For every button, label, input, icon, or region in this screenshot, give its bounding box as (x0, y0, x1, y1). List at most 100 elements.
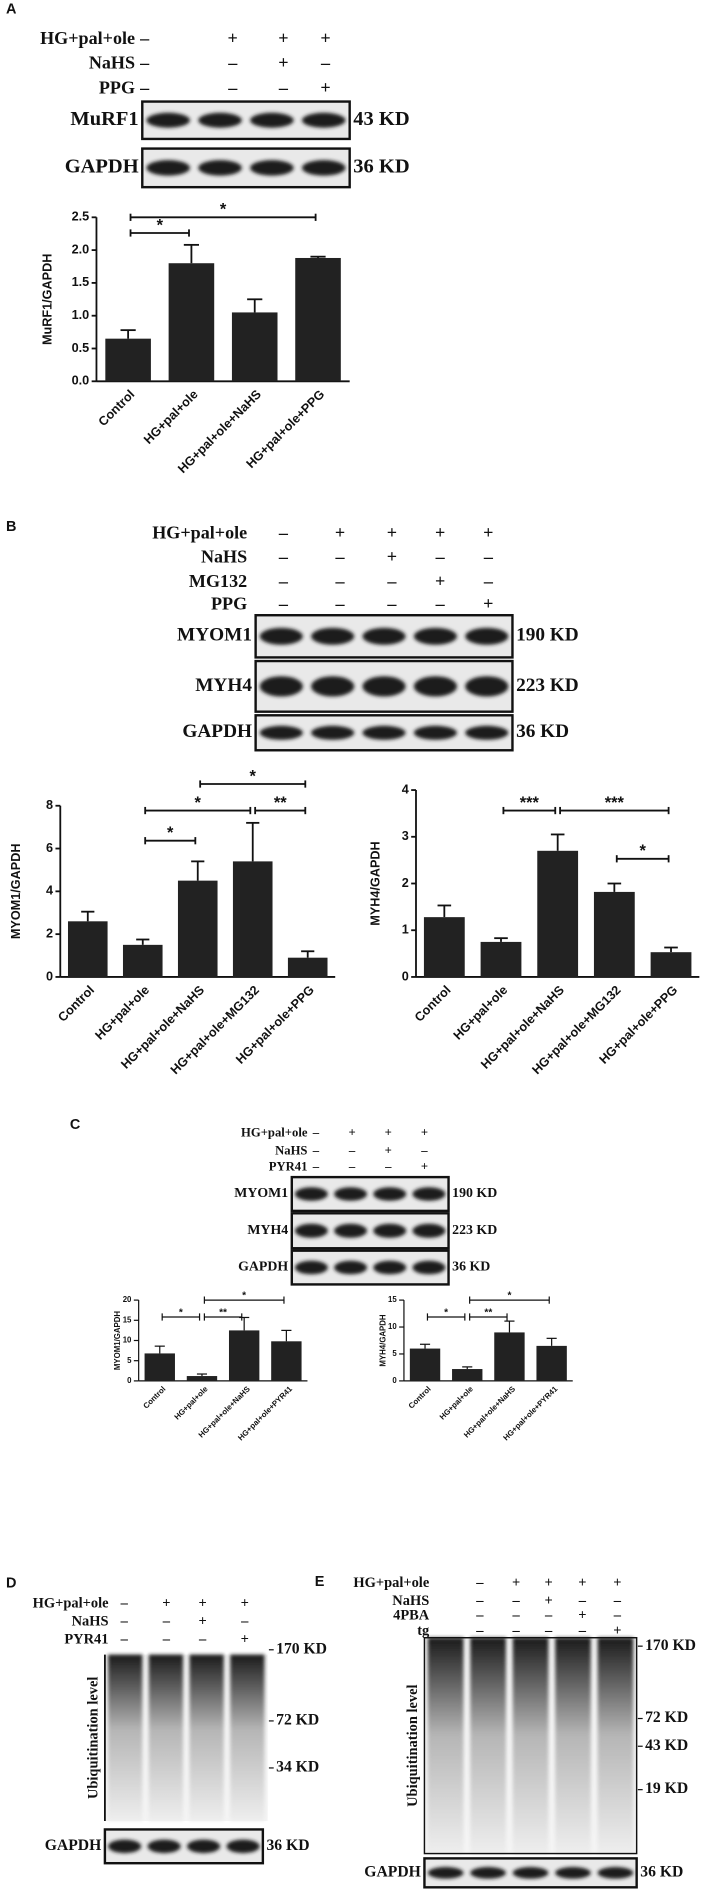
band (198, 160, 242, 176)
band (311, 627, 355, 645)
band (412, 1223, 446, 1238)
treatment-label: NaHS (201, 547, 247, 567)
band (294, 1223, 328, 1238)
blot-ylabel: Ubiquitination level (85, 1677, 101, 1799)
treatment-sign: + (278, 52, 288, 72)
band (373, 1223, 407, 1238)
band (259, 627, 303, 645)
treatment-sign: + (435, 523, 445, 543)
bar (177, 880, 218, 977)
band (334, 1260, 368, 1275)
treatment-sign: – (312, 1144, 320, 1158)
ubiquitin-smear (555, 1637, 591, 1854)
band (146, 160, 190, 176)
blot-label: GAPDH (45, 1837, 102, 1854)
y-axis-label: MYH4/GAPDH (379, 1314, 388, 1367)
treatment-sign: + (278, 28, 288, 48)
ubiquitin-smear (189, 1654, 224, 1822)
x-tick-label: HG+pal+ole (438, 1384, 476, 1422)
treatment-sign: + (578, 1607, 586, 1623)
blot-label: MYH4 (195, 675, 252, 696)
band (259, 676, 303, 697)
blot-label: MuRF1 (70, 108, 138, 130)
y-tick-label: 1.5 (72, 275, 90, 289)
treatment-sign: + (387, 547, 397, 567)
band (147, 1839, 181, 1854)
treatment-sign: + (241, 1595, 249, 1611)
band (413, 725, 457, 740)
blot-frame (290, 1175, 450, 1213)
marker-label: 72 KD (276, 1712, 319, 1729)
treatment-label: HG+pal+ole (33, 1595, 109, 1611)
treatment-sign: + (320, 28, 330, 48)
blot-frame (254, 614, 514, 659)
treatment-sign: + (198, 1595, 206, 1611)
bar (452, 1369, 483, 1381)
ubiquitin-smear (230, 1654, 265, 1822)
significance-label: *** (605, 794, 625, 812)
x-tick-label: Control (141, 1384, 167, 1410)
bar (409, 1348, 441, 1381)
x-tick-label: Control (55, 983, 97, 1025)
y-tick-label: 5 (127, 1356, 132, 1365)
bar (67, 921, 108, 977)
blot-label: GAPDH (182, 721, 252, 742)
treatment-sign: + (385, 1144, 392, 1158)
treatment-sign: + (320, 78, 330, 98)
band (250, 112, 294, 128)
y-tick-label: 6 (46, 841, 53, 855)
bar (494, 1332, 525, 1381)
treatment-sign: – (348, 1144, 356, 1158)
treatment-sign: + (545, 1575, 553, 1591)
treatment-sign: – (278, 547, 289, 567)
treatment-sign: – (511, 1607, 520, 1623)
y-tick-label: 2 (402, 876, 409, 890)
marker-label: 170 KD (276, 1640, 327, 1657)
blot-frame (290, 1212, 450, 1250)
band (311, 676, 355, 697)
panel-letter: B (6, 519, 16, 535)
treatment-sign: – (240, 1613, 249, 1629)
treatment-sign: – (120, 1613, 129, 1629)
y-tick-label: 0.0 (72, 374, 90, 388)
x-tick-label: HG+pal+ole (451, 983, 511, 1043)
blot-size: 36 KD (640, 1863, 683, 1880)
treatment-sign: – (335, 547, 346, 567)
bar (228, 1330, 260, 1381)
treatment-label: HG+pal+ole (241, 1126, 308, 1140)
marker-label: 43 KD (645, 1737, 688, 1754)
blot-label: MYH4 (247, 1222, 288, 1237)
treatment-sign: – (578, 1593, 587, 1609)
blot-size: 223 KD (516, 675, 579, 696)
treatment-sign: – (335, 594, 346, 614)
treatment-sign: – (386, 594, 397, 614)
band (413, 676, 457, 697)
treatment-sign: – (483, 547, 494, 567)
blot-size: 36 KD (516, 721, 569, 742)
x-tick-label: Control (96, 387, 138, 429)
significance-label: * (220, 201, 227, 219)
y-axis-label: MYOM1/GAPDH (9, 844, 23, 940)
treatment-sign: – (475, 1575, 484, 1591)
treatment-label: PYR41 (269, 1159, 308, 1173)
blot-label: GAPDH (364, 1863, 421, 1880)
bar (593, 891, 635, 977)
blot-size: 223 KD (452, 1222, 497, 1237)
blot-frame (423, 1857, 638, 1889)
treatment-sign: – (578, 1623, 587, 1639)
band (334, 1187, 368, 1201)
bar (105, 338, 151, 382)
band (146, 112, 190, 128)
treatment-sign: – (162, 1613, 171, 1629)
treatment-sign: + (578, 1575, 586, 1591)
treatment-sign: – (475, 1623, 484, 1639)
y-tick-label: 3 (402, 829, 409, 843)
treatment-sign: – (198, 1631, 207, 1647)
bar (650, 952, 692, 977)
treatment-sign: – (335, 571, 346, 591)
ubiquitin-smear (108, 1654, 143, 1822)
bar (232, 861, 273, 977)
y-tick-label: 1.0 (72, 308, 90, 322)
significance-label: ** (274, 794, 287, 812)
significance-label: * (507, 1290, 511, 1301)
